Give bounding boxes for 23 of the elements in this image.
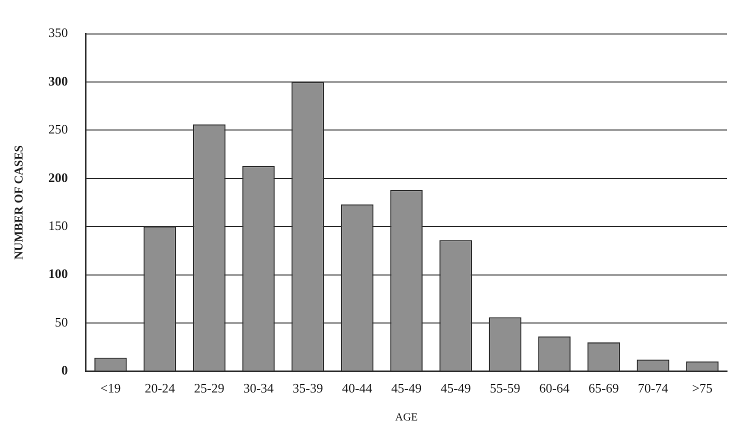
y-tick-label: 200 [48,170,68,185]
x-tick-label: 70-74 [638,380,669,396]
y-tick-label: 300 [48,73,68,88]
x-tick-label: 30-34 [243,380,274,396]
x-tick-label: <19 [100,380,121,396]
y-tick-label: 150 [48,218,68,234]
y-tick-label: 50 [54,314,68,330]
y-tick-label: 100 [48,266,68,282]
y-tick-label: 250 [48,122,68,137]
x-tick-label: 20-24 [144,380,176,396]
x-tick-label: 45-49 [440,380,471,396]
x-tick-label: 45-49 [391,380,422,396]
x-axis-title: AGE [395,411,418,424]
x-tick-label: 25-29 [194,380,224,396]
y-tick-label: 0 [61,362,68,378]
x-tick-label: 65-69 [588,380,619,396]
x-tick-label: 55-59 [490,380,520,396]
x-tick-label: 60-64 [539,380,570,396]
x-tick-label: 40-44 [342,380,373,396]
y-tick-label: 350 [48,25,68,40]
y-axis-title: NUMBER OF CASES [11,145,26,260]
x-tick-label: 35-39 [292,380,323,396]
x-tick-label: >75 [692,380,713,396]
